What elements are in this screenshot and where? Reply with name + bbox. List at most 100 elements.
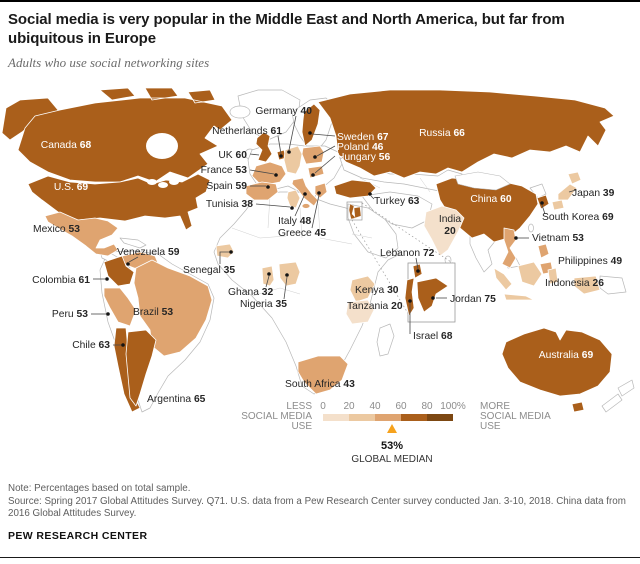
leader-line-france: [249, 169, 275, 175]
levant-source-box: [346, 201, 363, 221]
legend-tick-5: 100%: [440, 401, 466, 412]
world-map: Canada 68 U.S. 69 Mexico 53 Venezuela 59 Col…: [1, 87, 635, 465]
country-shape-sicily: [301, 203, 311, 209]
landmass-madagascar: [376, 323, 395, 357]
country-shape-kenya: [349, 275, 376, 303]
marker-dot-sweden: [308, 131, 312, 135]
map-label-russia: Russia 66: [419, 128, 465, 139]
country-shape-italy: [291, 177, 319, 207]
country-shape-jordan: [416, 277, 449, 313]
legend-tick-1: 20: [343, 401, 355, 412]
marker-dot-peru: [106, 312, 110, 316]
country-shape-japan: [551, 171, 582, 211]
leader-line-sweden: [311, 133, 336, 137]
global-median-value: 53%: [381, 440, 403, 452]
landmass-cuba: [119, 237, 147, 249]
legend-more-label: MORE: [480, 401, 510, 412]
marker-dot-ghana: [267, 272, 271, 276]
country-shape-south-africa: [297, 355, 349, 395]
landmass-iceland: [229, 105, 251, 119]
legend-less-label: LESS: [286, 401, 312, 412]
world-map-container: Canada 68 U.S. 69 Mexico 53 Venezuela 59 Col…: [0, 87, 640, 480]
country-shape-tanzania: [345, 299, 375, 325]
map-label-china: China 60: [470, 194, 511, 205]
leader-line-lebanon: [415, 257, 419, 270]
landmass-new-guinea: [599, 275, 627, 295]
leader-line-nigeria: [283, 276, 288, 300]
map-label-uk: UK 60: [218, 150, 247, 161]
map-label-indonesia: Indonesia 26: [545, 278, 604, 289]
map-label-senegal: Senegal 35: [183, 265, 235, 276]
leader-line-venezuela: [128, 256, 139, 263]
marker-dot-hungary: [311, 173, 315, 177]
leader-line-japan: [568, 189, 577, 193]
map-label-philippines: Philippines 49: [558, 256, 622, 267]
map-label-nigeria: Nigeria 35: [240, 299, 287, 310]
great-lake-2: [158, 182, 168, 188]
country-shape-uk: [255, 131, 273, 163]
leader-line-uk: [249, 153, 260, 156]
country-shape-canada: [17, 87, 233, 183]
landmass-new-zealand-north: [617, 379, 635, 397]
top-rule: [0, 0, 640, 2]
country-shape-peru: [103, 287, 137, 327]
legend-more-label: SOCIAL MEDIA: [480, 411, 551, 422]
map-label-netherlands: Netherlands 61: [212, 126, 282, 137]
legend-band-1: [349, 414, 375, 421]
country-shape-australia: [501, 327, 613, 413]
marker-dot-spain: [266, 185, 270, 189]
legend-tick-0: 0: [320, 401, 326, 412]
marker-dot-turkey: [368, 192, 372, 196]
country-shape-israel: [404, 277, 415, 317]
marker-dot-netherlands: [279, 154, 283, 158]
landmass-mongolia: [454, 171, 511, 191]
country-shape-senegal: [215, 243, 235, 259]
map-label-brazil: Brazil 53: [133, 307, 173, 318]
leader-line-turkey: [370, 195, 375, 200]
marker-dot-colombia: [105, 277, 109, 281]
leader-line-greece: [311, 194, 320, 229]
legend-less-label: SOCIAL MEDIA: [241, 411, 312, 422]
marker-dot-france: [274, 173, 278, 177]
leader-line-senegal: [219, 251, 229, 264]
note-text: Note: Percentages based on total sample.: [8, 483, 191, 494]
country-shape-colombia: [103, 255, 135, 287]
leader-line-germany: [288, 115, 297, 151]
marker-dot-senegal: [229, 250, 233, 254]
bottom-rule: [0, 557, 640, 558]
map-label-spain: Spain 59: [206, 181, 247, 192]
leader-line-tunisia: [255, 203, 291, 208]
inset-connector-lines: [351, 202, 455, 321]
map-label-chile: Chile 63: [72, 340, 110, 351]
map-label-japan: Japan 39: [572, 188, 615, 199]
leader-line-hungary: [314, 155, 336, 174]
map-label-southkorea: South Korea 69: [542, 212, 614, 223]
marker-dot-israel: [408, 299, 412, 303]
country-shape-poland: [301, 145, 325, 165]
country-shape-nigeria: [278, 261, 301, 287]
country-shape-sweden: [301, 103, 321, 147]
map-label-france: France 53: [201, 165, 248, 176]
great-lake-3: [169, 179, 179, 185]
leader-line-ghana: [265, 275, 270, 288]
map-label-venezuela: Venezuela 59: [117, 247, 180, 258]
marker-dot-chile: [121, 343, 125, 347]
country-shape-ghana: [261, 265, 275, 287]
map-label-hungary: Hungary 56: [337, 152, 391, 163]
global-median-marker: [387, 424, 397, 433]
marker-dot-germany: [287, 150, 291, 154]
map-label-israel: Israel 68: [413, 331, 453, 342]
page-subtitle: Adults who use social networking sites: [8, 55, 210, 70]
map-label-argentina: Argentina 65: [147, 394, 206, 405]
map-label-india: India 20: [439, 214, 462, 237]
landmass-taiwan: [528, 223, 534, 233]
leader-line-netherlands: [277, 135, 282, 155]
country-shape-russia: [317, 89, 615, 179]
global-median-caption: GLOBAL MEDIAN: [351, 454, 432, 465]
country-shape-levant-small-2: [353, 206, 362, 219]
source-text: Source: Spring 2017 Global Attitudes Sur…: [8, 495, 626, 520]
legend-band-0: [323, 414, 349, 421]
country-shape-levant-small: [348, 203, 357, 220]
map-label-kenya: Kenya 30: [355, 285, 399, 296]
country-shape-greece: [314, 182, 328, 199]
